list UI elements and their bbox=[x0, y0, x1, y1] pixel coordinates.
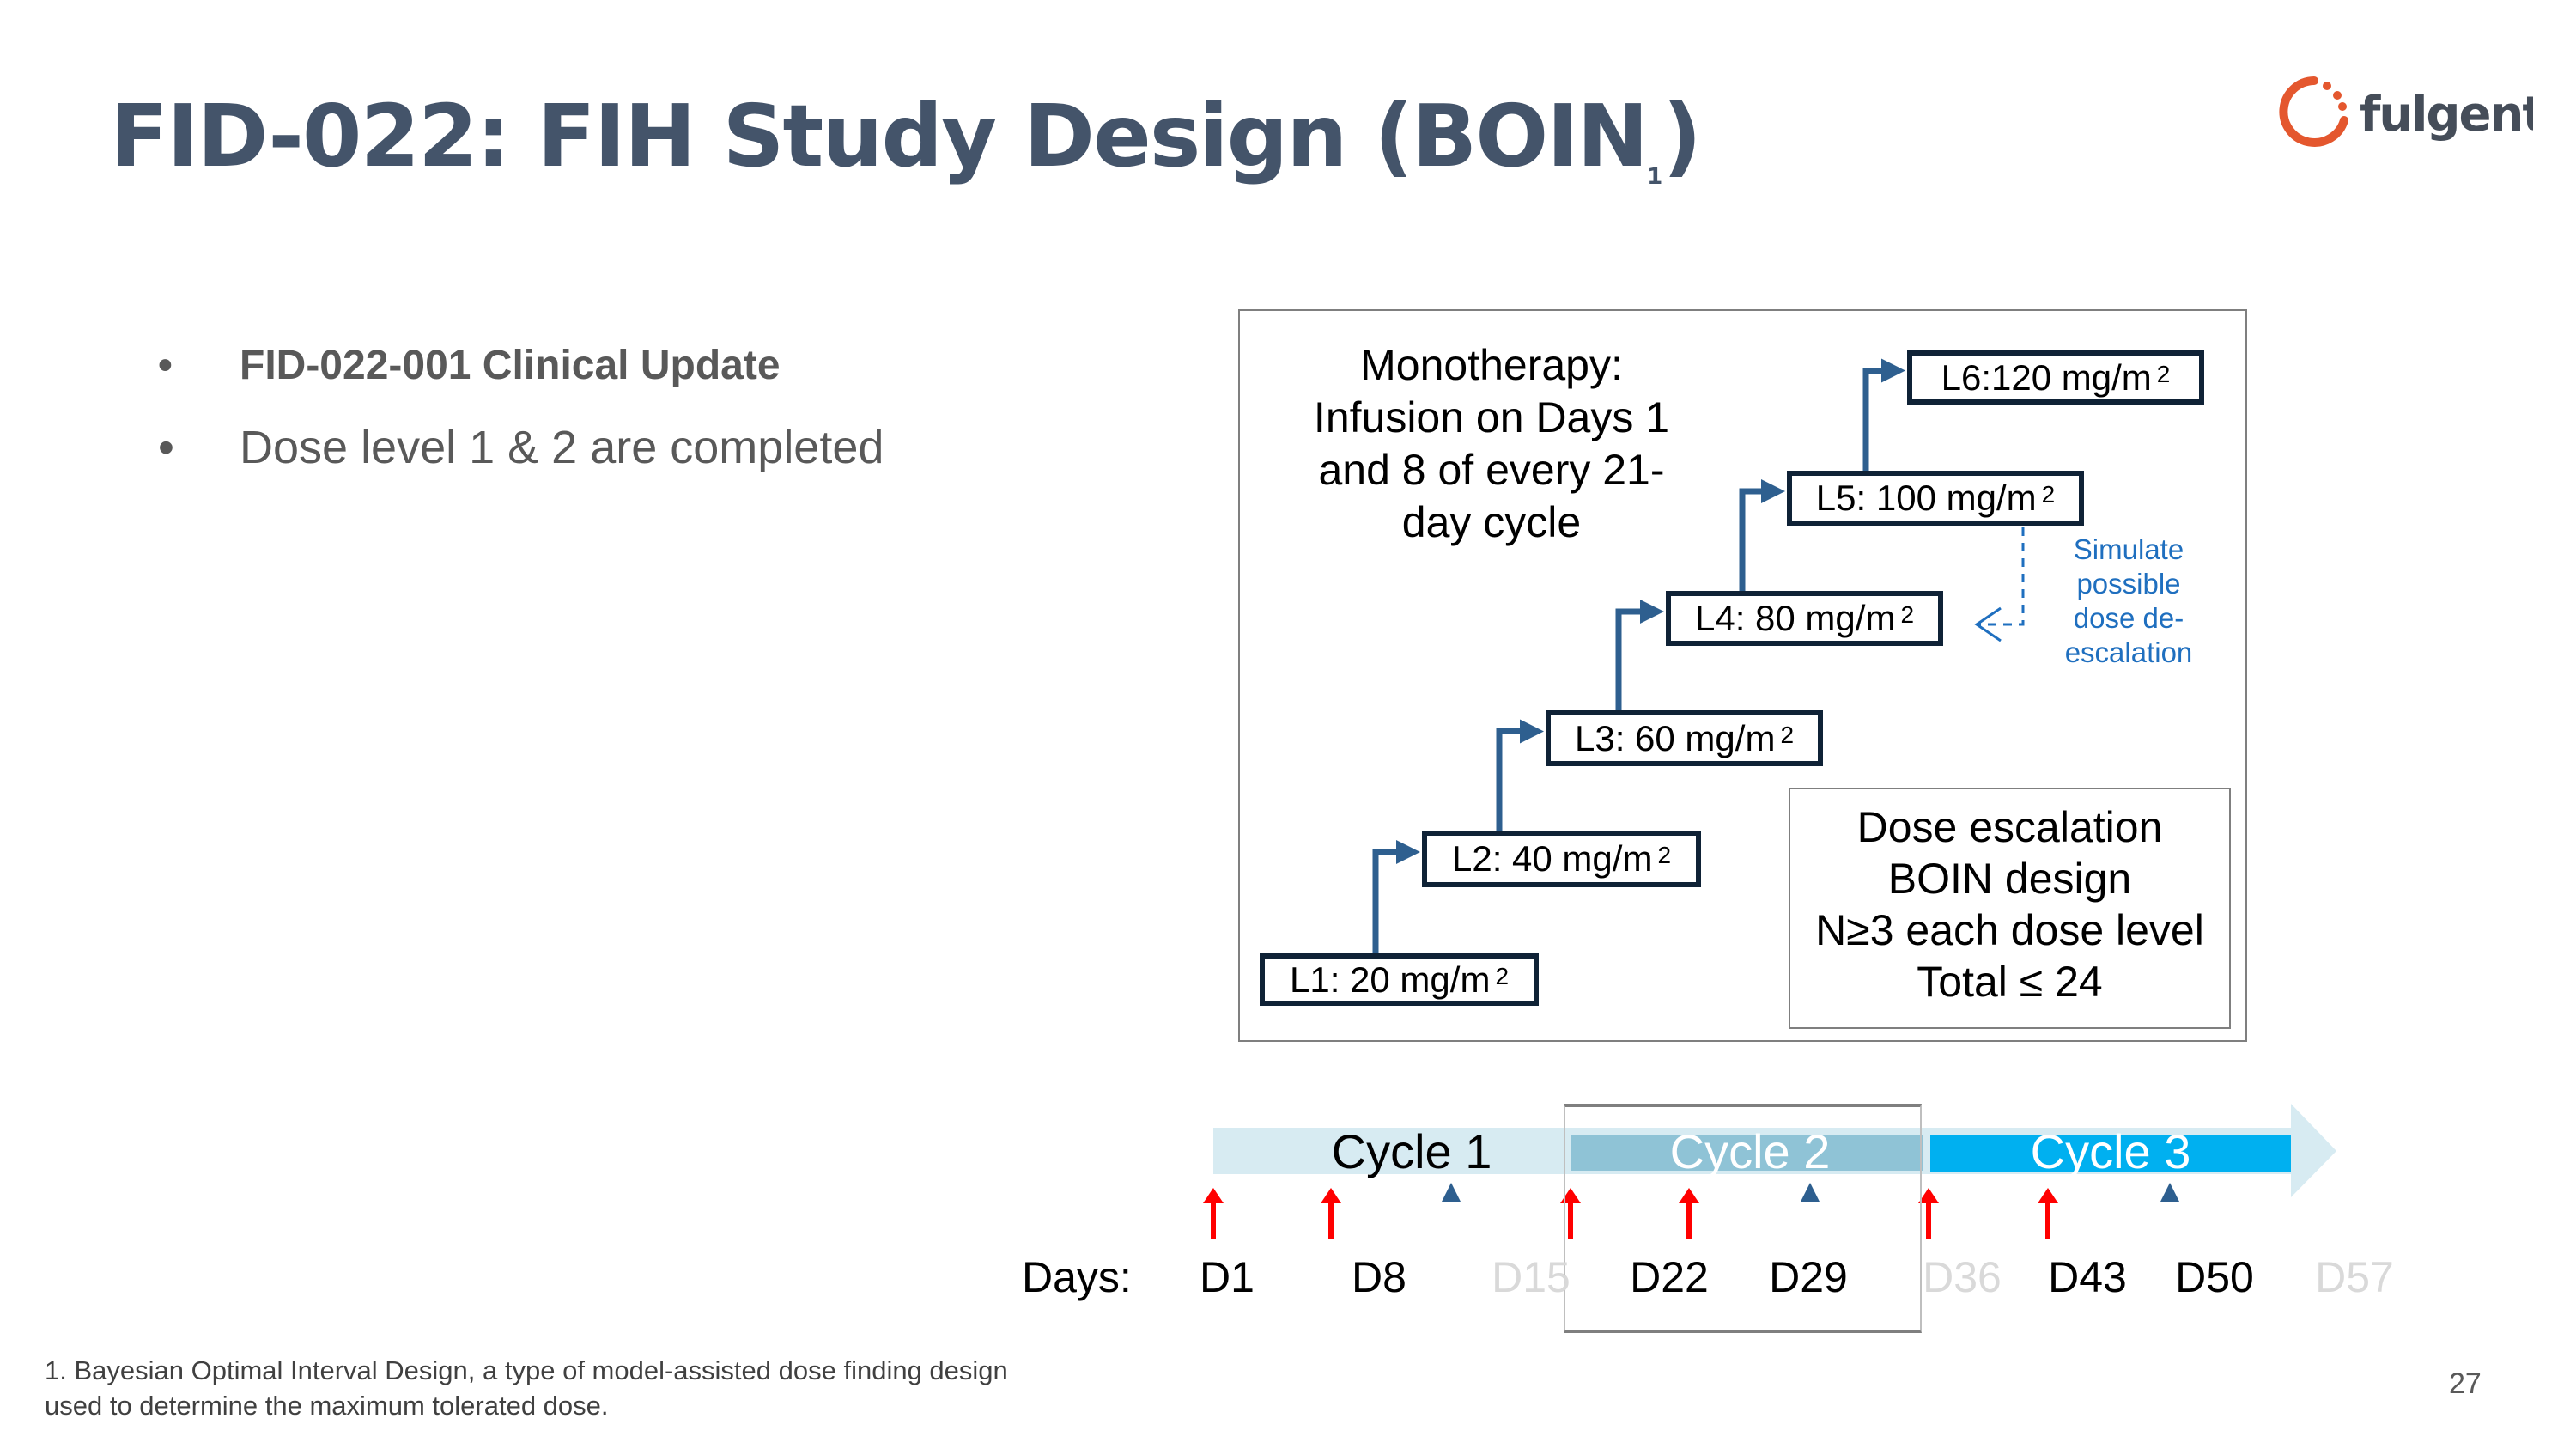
deescalation-note: Simulate possible dose de- escalation bbox=[2064, 533, 2193, 668]
footnote-line-1: 1. Bayesian Optimal Interval Design, a t… bbox=[45, 1355, 1008, 1385]
assessment-triangle-icon bbox=[2160, 1183, 2179, 1202]
monotherapy-description: Monotherapy: Infusion on Days 1 and 8 of… bbox=[1313, 341, 1670, 546]
escalation-arrow-5 bbox=[1862, 358, 1905, 471]
timeline-arrowhead bbox=[2291, 1104, 2336, 1197]
cycle-2-label: Cycle 2 bbox=[1669, 1124, 1831, 1178]
day-label-d8: D8 bbox=[1352, 1253, 1406, 1301]
cycle-1-label: Cycle 1 bbox=[1331, 1124, 1492, 1178]
page-number: 27 bbox=[2449, 1367, 2482, 1400]
day-label-d22: D22 bbox=[1630, 1253, 1709, 1301]
assessment-triangle-icon bbox=[1801, 1183, 1820, 1202]
deescalation-arrow-icon bbox=[1974, 606, 2002, 642]
title-text: FID-022: FIH Study Design (BOIN bbox=[110, 86, 1649, 186]
days-label: Days: bbox=[1022, 1253, 1132, 1301]
assessment-triangle-icon bbox=[1442, 1183, 1461, 1202]
escalation-arrow-1 bbox=[1372, 840, 1420, 953]
dose-level-3: L3: 60 mg/m 2 bbox=[1546, 710, 1823, 766]
day-label-d57: D57 bbox=[2315, 1253, 2394, 1301]
day-label-d43: D43 bbox=[2048, 1253, 2127, 1301]
cycle-2-band bbox=[1571, 1135, 1923, 1171]
escalation-arrow-4 bbox=[1739, 479, 1785, 591]
footnote-line-2: used to determine the maximum tolerated … bbox=[45, 1391, 609, 1421]
dose-level-6: L6:120 mg/m 2 bbox=[1907, 350, 2204, 405]
day-label-d29: D29 bbox=[1769, 1253, 1848, 1301]
escalation-arrow-3 bbox=[1615, 600, 1664, 710]
cycle-3-label: Cycle 3 bbox=[2030, 1124, 2191, 1178]
cycle-3-band bbox=[1930, 1135, 2291, 1172]
day-label-d1: D1 bbox=[1200, 1253, 1255, 1301]
dose-level-1: L1: 20 mg/m 2 bbox=[1260, 953, 1539, 1006]
title-footnote-ref: 1 bbox=[1647, 164, 1663, 190]
day-label-d15: D15 bbox=[1492, 1253, 1571, 1301]
day-label-d50: D50 bbox=[2175, 1253, 2254, 1301]
dose-level-5: L5: 100 mg/m 2 bbox=[1787, 471, 2084, 526]
cycle-2-highlight-frame bbox=[1564, 1104, 1922, 1333]
boin-design-box: Dose escalation BOIN design N≥3 each dos… bbox=[1789, 788, 2231, 1029]
day-label-d36: D36 bbox=[1923, 1253, 2002, 1301]
fulgent-logo: fulgent bbox=[2275, 67, 2546, 153]
study-design-diagram bbox=[1238, 309, 2247, 1042]
escalation-arrow-2 bbox=[1496, 719, 1544, 831]
dose-level-4: L4: 80 mg/m 2 bbox=[1666, 591, 1943, 646]
page-title: FID-022: FIH Study Design (BOIN1) bbox=[110, 86, 1702, 190]
svg-text:fulgent: fulgent bbox=[2360, 87, 2533, 143]
title-close: ) bbox=[1662, 86, 1702, 186]
dose-level-2: L2: 40 mg/m 2 bbox=[1422, 831, 1701, 887]
deescalation-dashed-line bbox=[1977, 527, 2025, 626]
